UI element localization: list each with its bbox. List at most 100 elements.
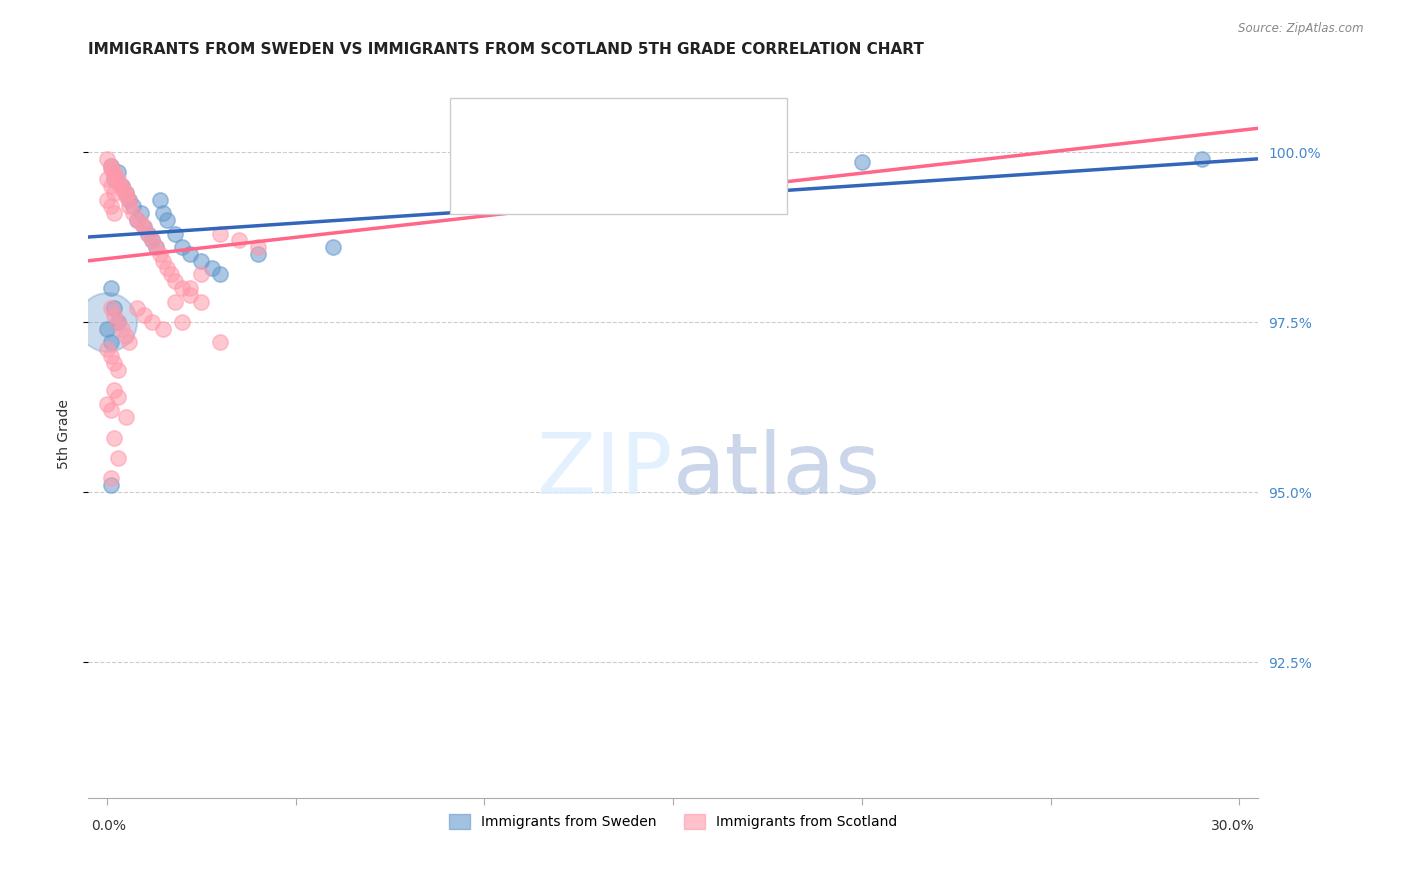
Point [103, 301, 125, 316]
Point [163, 227, 186, 241]
Point [125, 301, 148, 316]
Text: 30.0%: 30.0% [1211, 819, 1254, 832]
Point [322, 240, 344, 254]
Point [152, 206, 174, 220]
Point [179, 281, 201, 295]
Point [156, 260, 179, 275]
Point [103, 165, 125, 179]
Point [190, 253, 212, 268]
Point [163, 294, 186, 309]
Point [152, 322, 174, 336]
Point [100, 199, 122, 213]
Point [190, 294, 212, 309]
Point [172, 315, 194, 329]
Point [190, 268, 212, 282]
Point [100, 162, 122, 177]
Text: atlas: atlas [673, 429, 882, 512]
Point [201, 260, 224, 275]
Text: R = 0.233   N = 33: R = 0.233 N = 33 [520, 126, 690, 144]
Point [246, 240, 269, 254]
Point [149, 247, 172, 261]
Point [103, 356, 125, 370]
Point [118, 193, 141, 207]
Bar [474, 161, 510, 195]
Point [172, 240, 194, 254]
Point [208, 335, 231, 350]
Point [141, 234, 163, 248]
Point [103, 186, 125, 200]
Text: 0.0%: 0.0% [91, 819, 127, 832]
Point [100, 471, 122, 485]
Point [134, 308, 156, 322]
Point [208, 268, 231, 282]
Point [179, 288, 201, 302]
Text: Source: ZipAtlas.com: Source: ZipAtlas.com [1239, 22, 1364, 36]
Point [107, 315, 129, 329]
Point [149, 193, 172, 207]
Point [107, 165, 129, 179]
Point [111, 179, 134, 194]
Point [129, 217, 152, 231]
Point [111, 179, 134, 194]
Point [100, 179, 122, 194]
Point [100, 301, 122, 316]
Point [208, 227, 231, 241]
Point [100, 281, 122, 295]
Point [141, 315, 163, 329]
Point [96, 152, 118, 166]
Point [103, 431, 125, 445]
Point [122, 206, 145, 220]
Point [160, 268, 183, 282]
Point [107, 362, 129, 376]
Point [125, 213, 148, 227]
Point [96, 343, 118, 357]
Point [114, 328, 136, 343]
Point [100, 349, 122, 363]
Legend: Immigrants from Sweden, Immigrants from Scotland: Immigrants from Sweden, Immigrants from … [443, 809, 903, 835]
Point [114, 189, 136, 203]
Point [156, 213, 179, 227]
Point [118, 199, 141, 213]
Bar [474, 117, 510, 151]
Text: ZIP: ZIP [537, 429, 673, 512]
Point [114, 186, 136, 200]
Point [122, 199, 145, 213]
Point [851, 155, 873, 169]
Point [96, 397, 118, 411]
Point [134, 219, 156, 234]
Point [100, 159, 122, 173]
Point [179, 247, 201, 261]
Point [103, 169, 125, 183]
Y-axis label: 5th Grade: 5th Grade [58, 400, 72, 469]
Point [107, 172, 129, 186]
Point [100, 403, 122, 417]
Point [662, 159, 685, 173]
Point [145, 240, 167, 254]
Text: IMMIGRANTS FROM SWEDEN VS IMMIGRANTS FROM SCOTLAND 5TH GRADE CORRELATION CHART: IMMIGRANTS FROM SWEDEN VS IMMIGRANTS FRO… [87, 42, 924, 57]
Point [152, 253, 174, 268]
Point [103, 383, 125, 397]
Point [145, 240, 167, 254]
Point [118, 335, 141, 350]
Point [118, 193, 141, 207]
Point [111, 322, 134, 336]
Point [228, 234, 250, 248]
Point [114, 410, 136, 425]
Point [129, 206, 152, 220]
Point [125, 213, 148, 227]
Point [103, 308, 125, 322]
Point [107, 390, 129, 404]
Point [96, 172, 118, 186]
Point [246, 247, 269, 261]
Point [107, 315, 129, 329]
Point [96, 315, 118, 329]
Point [114, 186, 136, 200]
Point [107, 176, 129, 190]
Point [100, 335, 122, 350]
Point [134, 219, 156, 234]
Point [1191, 152, 1213, 166]
Point [136, 227, 159, 241]
Point [103, 206, 125, 220]
Point [172, 281, 194, 295]
Point [100, 159, 122, 173]
